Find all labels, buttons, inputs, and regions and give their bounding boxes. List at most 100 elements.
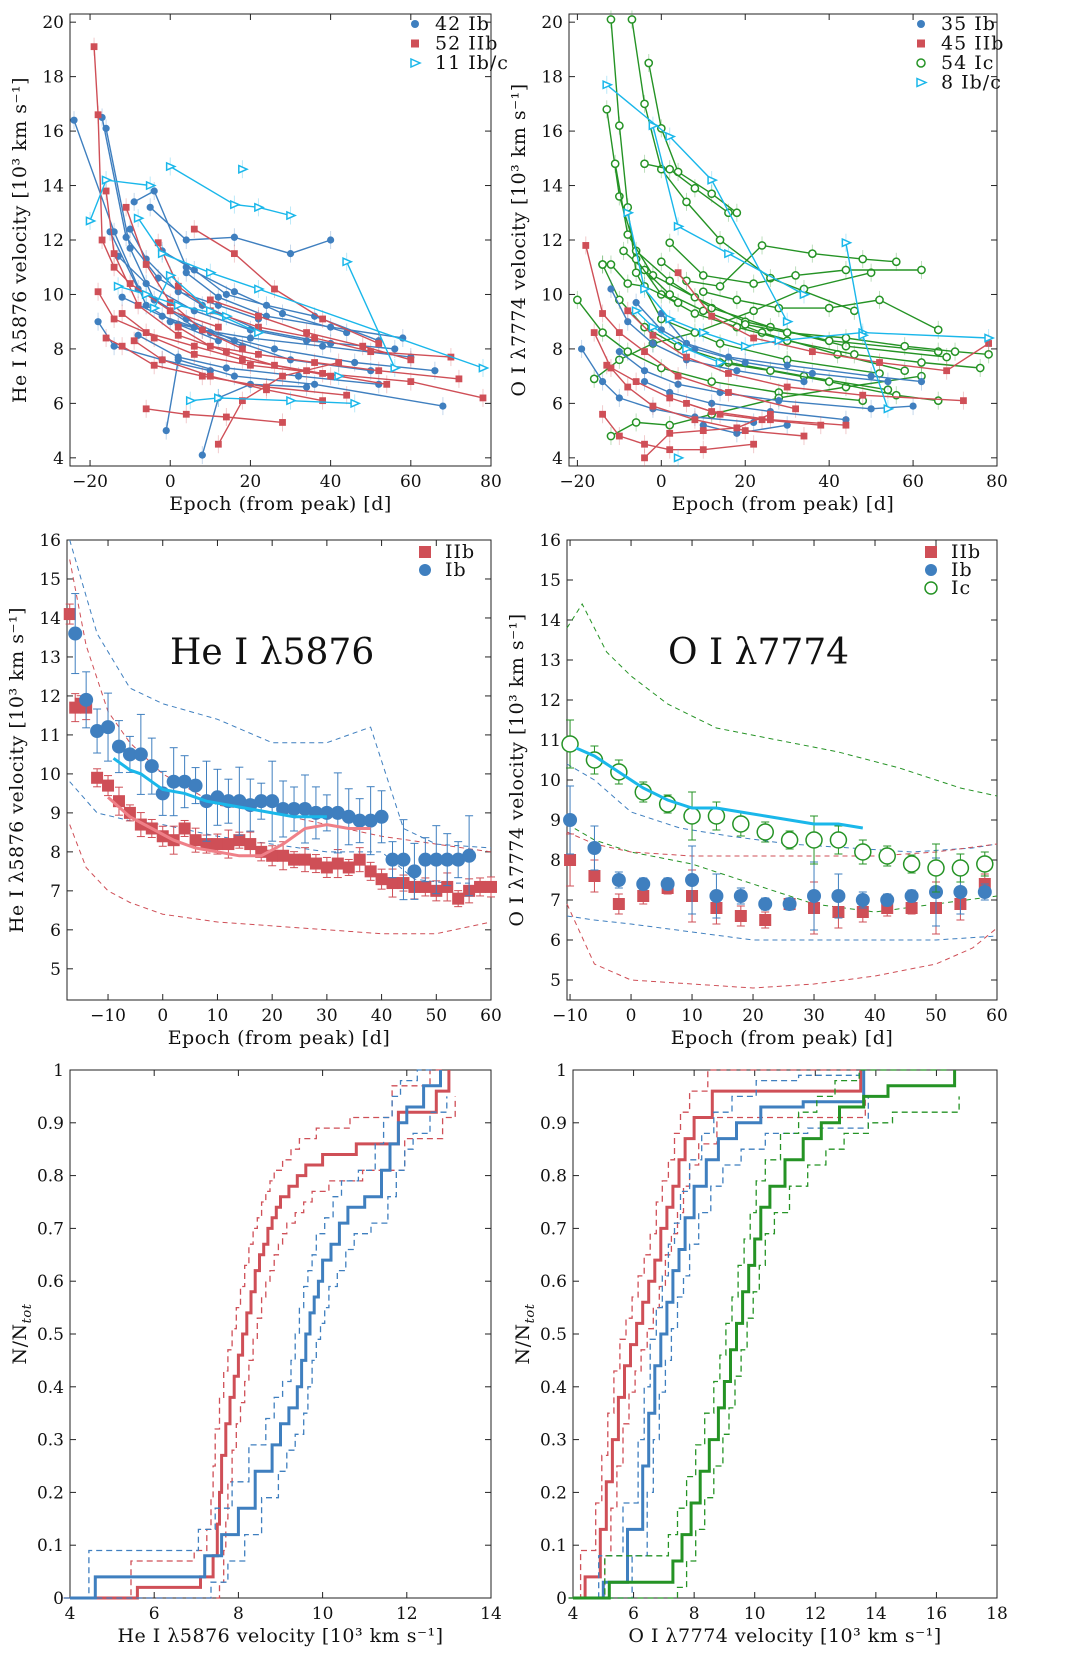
mean-point: [440, 852, 455, 867]
y-tick-label: 0.1: [540, 1536, 567, 1556]
track-line: [686, 402, 821, 426]
track-line: [610, 375, 922, 437]
legend-label: 11 Ib/c: [435, 52, 509, 74]
track-point: [715, 357, 727, 368]
y-tick-label: 0.8: [37, 1167, 64, 1187]
legend-marker: [917, 39, 925, 48]
track-point: [134, 331, 142, 339]
track-point: [641, 348, 648, 356]
track-point: [222, 290, 230, 299]
legend-label: 8 Ib/c: [941, 72, 1002, 94]
bottom-left-axes: 4 6 8 10 12 14 0 0.1 0.2 0.3 0.4 0.5 0.6 0.7 0.8 0.9 1 He…: [9, 1061, 502, 1647]
track-point: [725, 370, 732, 377]
track-line: [652, 125, 805, 296]
track-point: [673, 453, 685, 463]
track-point: [875, 295, 884, 305]
track-line: [201, 383, 307, 456]
mean-point: [856, 906, 869, 918]
legend-marker: [410, 57, 422, 69]
y-tick-label: 15: [39, 570, 61, 590]
mean-point: [363, 813, 378, 828]
x-tick-label: −20: [72, 472, 108, 492]
x-axis-label: He I λ5876 velocity [10³ km s⁻¹]: [117, 1625, 443, 1647]
track-point: [884, 377, 892, 386]
track-point: [327, 323, 335, 331]
track-point: [800, 432, 808, 440]
mean-point: [474, 880, 487, 893]
legend-marker: [411, 39, 419, 48]
track-point: [858, 330, 870, 341]
mean-point: [375, 873, 388, 886]
Ib-lower-envelope: [69, 781, 491, 884]
track-point: [599, 310, 606, 317]
y-tick-label: 7: [550, 891, 561, 911]
mean-point: [758, 897, 773, 911]
mean-point: [734, 910, 747, 922]
y-tick-label: 0.3: [37, 1431, 64, 1451]
x-axis-label: Epoch (from peak) [d]: [168, 1027, 391, 1049]
legend-marker: [916, 58, 926, 68]
mean-point: [353, 853, 366, 866]
track-point: [182, 236, 190, 244]
track-point: [279, 372, 286, 380]
track-point: [182, 410, 190, 418]
mean-point: [244, 838, 257, 851]
track-line: [121, 296, 435, 372]
track-point: [239, 397, 246, 405]
y-tick-label: 18: [42, 68, 64, 88]
track-point: [102, 187, 110, 195]
legend-label: Ic: [951, 577, 971, 599]
Ib-cdf-upper: [63, 1069, 435, 1599]
y-tick-label: 0.1: [37, 1536, 64, 1556]
track-line: [97, 321, 211, 372]
y-tick-label: 11: [539, 731, 561, 751]
x-tick-label: 8: [689, 1604, 700, 1624]
track-point: [343, 391, 351, 399]
track-point: [174, 288, 182, 296]
y-tick-label: 9: [550, 811, 561, 831]
y-tick-label: 0.6: [540, 1272, 567, 1292]
mean-point: [805, 831, 823, 849]
x-tick-label: 14: [865, 1604, 887, 1624]
track-point: [733, 429, 741, 437]
tracks: [573, 10, 996, 467]
y-tick-label: 10: [539, 771, 561, 791]
track-point: [631, 306, 643, 316]
track-point: [656, 124, 666, 133]
track-point: [960, 397, 967, 405]
y-tick-label: 6: [552, 394, 563, 414]
track-point: [286, 356, 295, 364]
mean-point: [419, 880, 432, 893]
track-point: [648, 120, 660, 131]
track-point: [624, 307, 632, 315]
track-point: [598, 260, 607, 269]
track-point: [799, 289, 811, 300]
mean-point: [330, 805, 345, 820]
mean-point: [101, 720, 116, 735]
track-point: [867, 372, 875, 380]
track-point: [683, 399, 690, 407]
x-tick-label: −10: [90, 1006, 126, 1026]
panel-annotation: He I λ5876: [170, 632, 374, 673]
track-point: [174, 331, 182, 339]
track-line: [610, 288, 805, 383]
mean-point: [91, 771, 104, 784]
track-point: [205, 267, 217, 278]
legend-marker: [419, 546, 431, 558]
track-point: [198, 372, 206, 380]
track-point: [683, 353, 690, 361]
track-point: [758, 416, 766, 424]
x-tick-label: 40: [371, 1006, 393, 1026]
track-point: [665, 314, 677, 324]
track-point: [674, 269, 682, 277]
track-point: [294, 372, 303, 380]
track-point: [113, 281, 125, 292]
track-point: [631, 418, 641, 427]
track-point: [808, 369, 816, 378]
mean-point: [188, 778, 203, 793]
mean-point: [396, 852, 411, 867]
y-tick-label: 5: [50, 960, 61, 980]
track-point: [146, 203, 154, 211]
